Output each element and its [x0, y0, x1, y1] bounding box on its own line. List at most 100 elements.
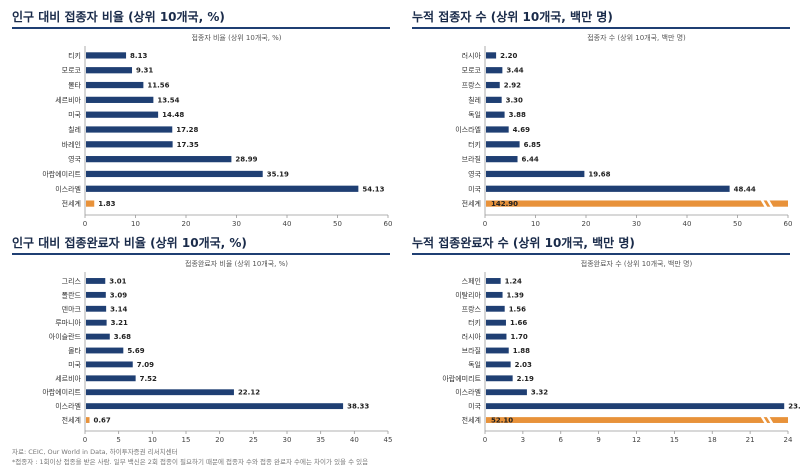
bar [486, 333, 507, 340]
value-label: 3.88 [509, 111, 526, 119]
bar [486, 347, 509, 354]
chart-subtitle: 접종완료자 비율 (상위 10개국, %) [185, 259, 288, 268]
bar [86, 403, 344, 410]
x-tick-label: 21 [746, 436, 755, 444]
value-label: 3.32 [531, 389, 548, 397]
category-label: 칠레 [68, 125, 81, 134]
x-tick-label: 50 [733, 220, 742, 228]
category-label: 미국 [468, 402, 481, 411]
x-tick-label: 3 [521, 436, 525, 444]
bar [486, 111, 505, 118]
value-label: 17.35 [177, 141, 199, 149]
x-tick-label: 60 [784, 220, 793, 228]
x-tick-label: 6 [559, 436, 564, 444]
category-label: 티키 [68, 51, 81, 60]
x-tick-label: 0 [83, 436, 87, 444]
panel-vaccinated-count: 누적 접종자 수 (상위 10개국, 백만 명) 접종자 수 (상위 10개국,… [412, 8, 793, 230]
category-label: 미국 [68, 110, 81, 119]
bar [86, 126, 173, 133]
category-label: 스페인 [462, 276, 481, 285]
category-label: 브라질 [462, 155, 481, 164]
category-label: 아랍에미리트 [42, 169, 81, 178]
x-tick-label: 0 [483, 220, 487, 228]
x-tick-label: 5 [116, 436, 120, 444]
bar [486, 67, 503, 74]
value-label: 3.14 [110, 305, 127, 313]
bar [486, 96, 502, 103]
category-label: 세르비아 [55, 374, 81, 383]
bar [486, 291, 503, 298]
bar [86, 333, 110, 340]
chart-fully-vaccinated-count: 접종완료자 수 (상위 10개국, 백만 명) 스페인 1.24 이탈리아 1.39 프랑… [442, 259, 800, 444]
bar [486, 361, 511, 368]
panel-title: 누적 접종완료자 수 (상위 10개국, 백만 명) [412, 236, 635, 250]
value-label: 8.13 [130, 52, 147, 60]
bar [86, 185, 359, 192]
bar [486, 81, 500, 89]
x-tick-label: 9 [596, 436, 600, 444]
x-tick-label: 30 [232, 220, 241, 228]
value-label: 3.01 [109, 277, 126, 285]
bar [86, 170, 263, 178]
bar [86, 156, 232, 163]
value-label: 1.70 [510, 333, 527, 341]
value-label: 4.69 [513, 126, 530, 134]
value-label: 1.56 [509, 305, 526, 313]
bar-highlight [486, 200, 788, 207]
value-label: 2.03 [515, 361, 532, 369]
x-tick-label: 10 [148, 436, 157, 444]
x-tick-label: 25 [249, 436, 258, 444]
category-label: 폴란드 [62, 291, 82, 299]
x-tick-label: 0 [83, 220, 87, 228]
category-label: 칠레 [468, 95, 481, 104]
panel-fully-vaccinated-count: 누적 접종완료자 수 (상위 10개국, 백만 명) 접종완료자 수 (상위 1… [412, 234, 800, 446]
value-label: 2.19 [517, 375, 534, 383]
axis-break-mark [759, 414, 775, 426]
bar [486, 403, 785, 410]
chart-subtitle: 접종자 수 (상위 10개국, 백만 명) [587, 33, 686, 42]
panel-title: 인구 대비 접종완료자 비율 (상위 10개국, %) [12, 236, 247, 250]
x-tick-label: 0 [483, 436, 487, 444]
value-label: 5.69 [127, 347, 144, 355]
title-divider [412, 27, 790, 29]
bar [86, 375, 136, 382]
value-label: 142.90 [491, 200, 518, 208]
category-label: 프랑스 [462, 305, 482, 313]
category-label: 이스라엘 [55, 402, 81, 411]
x-tick-label: 35 [316, 436, 325, 444]
category-label: 아이슬란드 [49, 332, 82, 341]
category-label: 미국 [68, 360, 81, 369]
value-label: 3.30 [506, 96, 523, 104]
x-tick-label: 60 [384, 220, 393, 228]
bar [486, 170, 585, 178]
x-tick-label: 15 [670, 436, 679, 444]
category-label: 몰타 [68, 81, 81, 90]
bar [86, 291, 106, 298]
category-label: 터키 [468, 140, 481, 149]
bar [486, 319, 506, 326]
bar [86, 278, 106, 284]
value-label: 54.13 [362, 185, 384, 193]
value-label: 9.31 [136, 67, 153, 75]
value-label: 17.28 [176, 126, 198, 134]
value-label: 1.83 [98, 200, 115, 208]
category-label: 영국 [468, 169, 481, 178]
bar-highlight [86, 200, 95, 207]
value-label: 6.85 [524, 141, 541, 149]
x-tick-label: 10 [131, 220, 140, 228]
value-label: 35.19 [267, 170, 289, 178]
bar [486, 389, 527, 396]
category-label: 몰타 [68, 346, 81, 355]
value-label: 1.39 [507, 291, 524, 299]
bar [86, 96, 154, 103]
x-tick-label: 40 [350, 436, 359, 444]
value-label: 14.48 [162, 111, 184, 119]
category-label: 독일 [468, 110, 481, 119]
chart-fully-vaccinated-ratio: 접종완료자 비율 (상위 10개국, %) 그리스 3.01 폴란드 3.09 덴마크 3.… [42, 259, 392, 444]
chart-subtitle: 접종완료자 수 (상위 10개국, 백만 명) [581, 259, 693, 268]
value-label: 22.12 [238, 389, 260, 397]
category-label: 전세계 [462, 199, 481, 208]
value-label: 52.10 [491, 417, 513, 425]
panel-fully-vaccinated-ratio: 인구 대비 접종완료자 비율 (상위 10개국, %) 접종완료자 비율 (상위… [12, 234, 392, 446]
bar [86, 67, 133, 74]
